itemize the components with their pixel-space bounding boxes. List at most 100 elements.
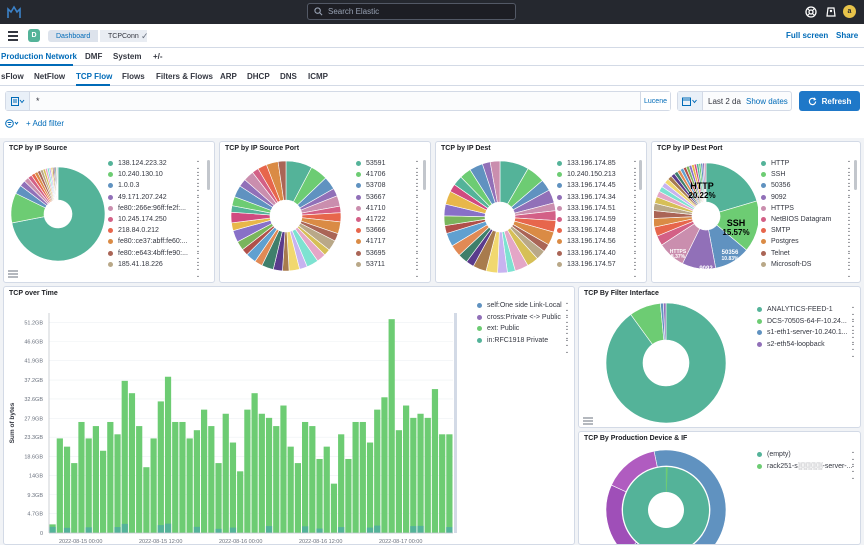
legend-item-menu-icon[interactable]: · · · — [848, 192, 851, 214]
bar-ext-public[interactable] — [258, 413, 265, 533]
legend-item-menu-icon[interactable]: · · · — [566, 324, 569, 345]
legend-item[interactable]: 9092 — [761, 194, 787, 201]
bar-ext-public[interactable] — [208, 426, 215, 533]
legend-item-menu-icon[interactable]: · · · — [416, 237, 419, 259]
legend-item-menu-icon[interactable]: · · · — [848, 226, 851, 248]
bar-rfc1918-private[interactable] — [366, 527, 374, 533]
bar-ext-public[interactable] — [100, 450, 107, 533]
legend-item[interactable]: SMTP — [761, 227, 790, 234]
bar-ext-public[interactable] — [265, 417, 273, 533]
legend-item[interactable]: 133.196.174.48 — [557, 227, 616, 234]
bar-ext-public[interactable] — [287, 446, 294, 533]
tab-flows[interactable]: Flows — [122, 72, 145, 81]
legend-item[interactable]: 133.196.174.40 — [557, 250, 616, 257]
production-device-outer-slice[interactable] — [611, 450, 658, 493]
tab-dns[interactable]: DNS — [280, 72, 297, 81]
legend-item[interactable]: HTTP — [761, 160, 789, 167]
legend-scrollbar[interactable] — [854, 160, 857, 190]
bar-rfc1918-private[interactable] — [215, 528, 222, 533]
bar-rfc1918-private[interactable] — [121, 523, 128, 533]
bar-ext-public[interactable] — [374, 409, 381, 533]
legend-item[interactable]: 133.196.174.56 — [557, 238, 616, 245]
legend-item[interactable]: 41710 — [356, 205, 385, 212]
legend-item-menu-icon[interactable]: · · · — [848, 259, 851, 281]
legend-item-menu-icon[interactable]: · · · — [848, 248, 851, 270]
legend-item-menu-icon[interactable]: · · · — [852, 450, 855, 471]
legend-item[interactable]: cross:Private <-> Public — [477, 314, 561, 321]
tab-dhcp[interactable]: DHCP — [247, 72, 270, 81]
legend-item-menu-icon[interactable]: · · · — [634, 203, 637, 225]
bar-ext-public[interactable] — [56, 438, 63, 533]
filter-interface-slice[interactable] — [663, 302, 667, 341]
bar-ext-public[interactable] — [403, 405, 410, 533]
bar-rfc1918-private[interactable] — [85, 527, 92, 533]
bar-ext-public[interactable] — [273, 426, 280, 533]
saved-query-menu-button[interactable] — [6, 92, 30, 110]
legend-item-menu-icon[interactable]: · · · — [848, 215, 851, 236]
bar-rfc1918-private[interactable] — [446, 527, 453, 533]
legend-item[interactable]: ext: Public — [477, 325, 519, 332]
legend-item[interactable]: 41722 — [356, 216, 385, 223]
ip-source-slice[interactable] — [11, 166, 106, 262]
bar-ext-public[interactable] — [359, 421, 366, 533]
bar-ext-public[interactable] — [157, 401, 164, 533]
bar-ext-public[interactable] — [229, 442, 237, 533]
legend-item-menu-icon[interactable]: · · · — [634, 192, 637, 214]
tab-add-remove[interactable]: +/- — [153, 52, 163, 61]
legend-item-menu-icon[interactable]: · · · — [566, 335, 569, 357]
legend-item[interactable]: 41717 — [356, 238, 385, 245]
tab-dmf[interactable]: DMF — [85, 52, 103, 61]
bar-ext-public[interactable] — [366, 442, 374, 533]
legend-item-menu-icon[interactable]: · · · — [197, 259, 200, 281]
legend-item[interactable]: s1-eth1-server-10.240.1... — [757, 329, 848, 336]
legend-item[interactable]: 218.84.0.212 — [108, 227, 159, 234]
legend-item[interactable]: SSH — [761, 171, 785, 178]
legend-item-menu-icon[interactable]: · · · — [416, 192, 419, 214]
bar-ext-public[interactable] — [251, 393, 258, 533]
legend-item-menu-icon[interactable]: · · · — [634, 248, 637, 270]
production-device-outer-slice[interactable] — [653, 449, 727, 545]
bar-rfc1918-private[interactable] — [302, 526, 309, 533]
tab-system[interactable]: System — [113, 52, 142, 61]
legend-item-menu-icon[interactable]: · · · — [197, 215, 200, 236]
legend-item-menu-icon[interactable]: · · · — [197, 226, 200, 248]
bar-ext-public[interactable] — [446, 434, 453, 533]
legend-scrollbar[interactable] — [639, 160, 642, 190]
chart-scrollbar[interactable] — [454, 313, 457, 533]
bar-ext-public[interactable] — [164, 376, 172, 533]
ip-dest-slice[interactable] — [489, 160, 501, 203]
tab-production-network[interactable]: Production Network — [1, 52, 78, 61]
bar-ext-public[interactable] — [107, 421, 114, 533]
bar-ext-public[interactable] — [201, 409, 208, 533]
legend-item-menu-icon[interactable]: · · · — [852, 461, 855, 483]
bar-ext-public[interactable] — [71, 463, 78, 533]
date-range-value[interactable]: Last 2 da — [708, 97, 741, 106]
legend-scrollbar[interactable] — [207, 160, 210, 190]
bar-ext-public[interactable] — [63, 446, 71, 533]
legend-scrollbar[interactable] — [423, 160, 426, 190]
legend-item-menu-icon[interactable]: · · · — [197, 237, 200, 259]
bar-ext-public[interactable] — [302, 421, 309, 533]
bar-rfc1918-private[interactable] — [114, 527, 121, 533]
bar-ext-public[interactable] — [193, 430, 200, 533]
legend-item-menu-icon[interactable]: · · · — [852, 328, 855, 349]
legend-item-menu-icon[interactable]: · · · — [634, 159, 637, 180]
legend-item[interactable]: 53711 — [356, 261, 385, 268]
legend-item[interactable]: 53591 — [356, 160, 385, 167]
legend-item[interactable]: HTTPS — [761, 205, 794, 212]
bar-ext-public[interactable] — [150, 438, 157, 533]
bar-rfc1918-private[interactable] — [49, 526, 56, 533]
user-avatar[interactable]: a — [843, 5, 856, 18]
bar-ext-public[interactable] — [431, 389, 439, 533]
query-input[interactable]: * Lucene — [5, 91, 671, 111]
tab-arp[interactable]: ARP — [220, 72, 237, 81]
bar-ext-public[interactable] — [179, 421, 186, 533]
legend-item-menu-icon[interactable]: · · · — [634, 237, 637, 259]
bar-ext-public[interactable] — [424, 417, 431, 533]
bar-ext-public[interactable] — [143, 467, 150, 533]
bar-ext-public[interactable] — [186, 438, 193, 533]
legend-item[interactable]: Telnet — [761, 250, 790, 257]
bar-ext-public[interactable] — [330, 483, 338, 533]
bar-ext-public[interactable] — [136, 426, 143, 533]
bar-ext-public[interactable] — [338, 434, 345, 533]
